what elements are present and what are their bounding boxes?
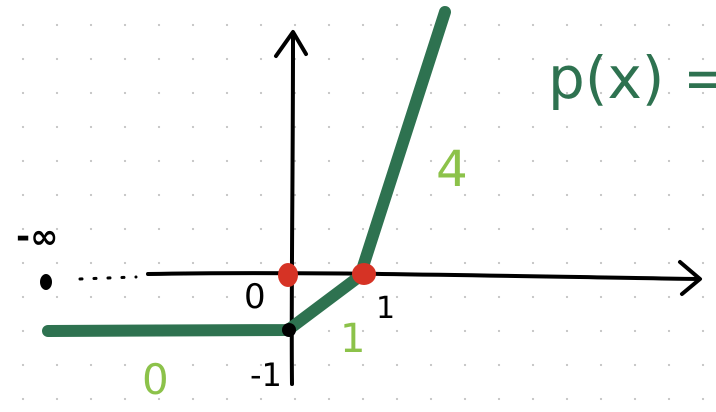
origin-point <box>278 263 298 287</box>
x-tick-one-label: 1 <box>376 291 395 326</box>
slope-label-right-segment: 4 <box>436 140 468 198</box>
y-intercept-point <box>282 323 296 337</box>
y-axis-line <box>289 34 295 386</box>
y-tick-neg-one-label: -1 <box>250 356 282 394</box>
x-axis-arrowhead <box>678 260 702 296</box>
x-axis-line <box>146 271 700 281</box>
slope-label-left-segment: 0 <box>142 355 169 404</box>
neg-infinity-point <box>40 274 52 290</box>
function-title: p(x) = <box>548 44 716 112</box>
x-axis-dotted-extension <box>78 275 138 281</box>
origin-label: 0 <box>244 277 266 317</box>
piecewise-curve <box>42 6 451 337</box>
slope-label-middle-segment: 1 <box>340 316 365 362</box>
neg-infinity-label: -∞ <box>16 217 58 257</box>
y-axis-arrowhead <box>274 30 308 58</box>
root-point-one <box>352 263 376 285</box>
